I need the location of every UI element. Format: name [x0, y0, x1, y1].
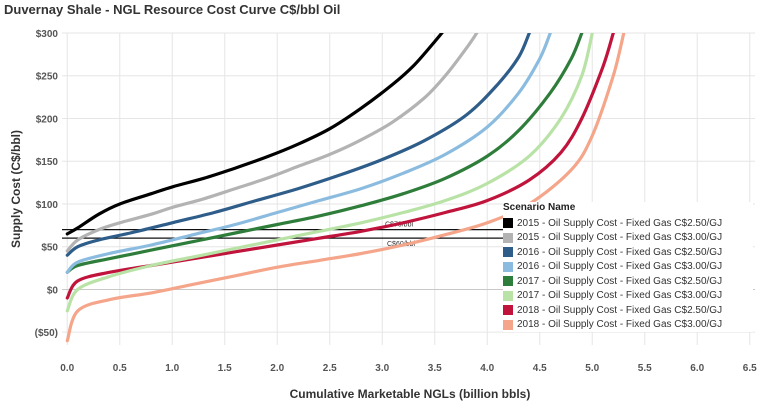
legend-item: 2017 - Oil Supply Cost - Fixed Gas C$2.5… — [503, 274, 753, 289]
y-tick-label: $200 — [36, 114, 59, 125]
legend-title: Scenario Name — [503, 202, 576, 213]
legend-label: 2015 - Oil Supply Cost - Fixed Gas C$2.5… — [517, 217, 723, 229]
series-line — [65, 33, 479, 253]
legend-swatch — [503, 290, 513, 301]
x-tick-label: 4.0 — [480, 363, 494, 374]
y-tick-label: $50 — [41, 243, 58, 254]
x-tick-label: 6.5 — [743, 363, 757, 374]
y-tick-label: ($50) — [35, 328, 58, 339]
legend-label: 2016 - Oil Supply Cost - Fixed Gas C$2.5… — [517, 246, 723, 258]
x-tick-label: 3.5 — [428, 363, 442, 374]
legend-swatch — [503, 319, 513, 330]
axis-layer: 0.0 0.5 1.0 1.5 2.0 2.5 3.0 3.5 4.0 4.5 5.0 5.5 6.0 6… — [35, 29, 757, 374]
legend: Scenario Name 2015 - Oil Supply Cost - F… — [503, 202, 753, 332]
legend-swatch — [503, 276, 513, 287]
legend-item: 2018 - Oil Supply Cost - Fixed Gas C$3.0… — [503, 318, 753, 333]
x-tick-label: 4.5 — [533, 363, 547, 374]
x-tick-label: 3.0 — [375, 363, 389, 374]
series-line — [65, 33, 626, 343]
series-layer — [65, 33, 626, 343]
x-tick-label: 0.5 — [113, 363, 127, 374]
series-line — [65, 33, 531, 257]
legend-swatch — [503, 305, 513, 316]
legend-swatch — [503, 247, 513, 258]
y-tick-label: $0 — [47, 285, 59, 296]
legend-item: 2015 - Oil Supply Cost - Fixed Gas C$2.5… — [503, 216, 753, 231]
legend-item: 2016 - Oil Supply Cost - Fixed Gas C$2.5… — [503, 245, 753, 260]
series-line — [65, 33, 444, 236]
x-tick-label: 0.0 — [60, 363, 74, 374]
x-tick-label: 1.5 — [218, 363, 232, 374]
chart-title: Duvernay Shale - NGL Resource Cost Curve… — [4, 2, 341, 17]
x-tick-label: 2.5 — [323, 363, 337, 374]
legend-label: 2018 - Oil Supply Cost - Fixed Gas C$3.0… — [517, 319, 723, 331]
y-tick-label: $100 — [36, 200, 59, 211]
series-line — [65, 33, 552, 274]
series-line — [65, 33, 594, 313]
x-tick-label: 5.5 — [638, 363, 652, 374]
legend-item: 2016 - Oil Supply Cost - Fixed Gas C$3.0… — [503, 260, 753, 275]
legend-label: 2017 - Oil Supply Cost - Fixed Gas C$3.0… — [517, 290, 723, 302]
x-tick-label: 6.0 — [690, 363, 704, 374]
legend-label: 2015 - Oil Supply Cost - Fixed Gas C$3.0… — [517, 232, 723, 244]
y-tick-label: $250 — [36, 72, 59, 83]
x-tick-label: 1.0 — [165, 363, 179, 374]
x-tick-label: 2.0 — [270, 363, 284, 374]
legend-label: 2018 - Oil Supply Cost - Fixed Gas C$2.5… — [517, 304, 723, 316]
y-axis-title: Supply Cost (C$/bbl) — [9, 130, 23, 248]
legend-item: 2015 - Oil Supply Cost - Fixed Gas C$3.0… — [503, 231, 753, 246]
legend-swatch — [503, 218, 513, 229]
legend-items: 2015 - Oil Supply Cost - Fixed Gas C$2.5… — [503, 216, 753, 332]
series-line — [65, 33, 584, 274]
legend-item: 2017 - Oil Supply Cost - Fixed Gas C$3.0… — [503, 289, 753, 304]
y-tick-label: $300 — [36, 29, 59, 40]
x-axis-title: Cumulative Marketable NGLs (billion bbls… — [290, 387, 531, 401]
legend-swatch — [503, 261, 513, 272]
legend-label: 2017 - Oil Supply Cost - Fixed Gas C$2.5… — [517, 275, 723, 287]
y-tick-label: $150 — [36, 157, 59, 168]
legend-swatch — [503, 232, 513, 243]
legend-item: 2018 - Oil Supply Cost - Fixed Gas C$2.5… — [503, 303, 753, 318]
legend-label: 2016 - Oil Supply Cost - Fixed Gas C$3.0… — [517, 261, 723, 273]
x-tick-label: 5.0 — [585, 363, 599, 374]
